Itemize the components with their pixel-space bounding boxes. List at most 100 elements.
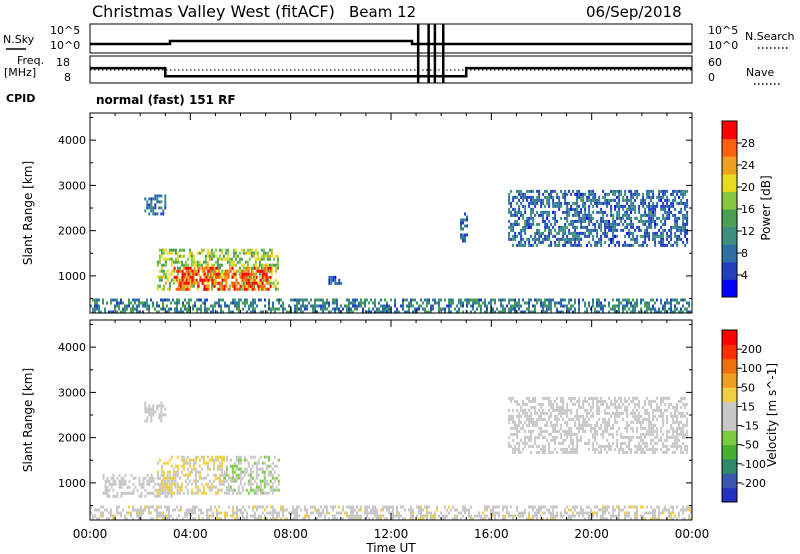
data-cell — [510, 222, 513, 226]
colorbar-swatch — [722, 279, 737, 298]
data-cell — [508, 435, 511, 439]
data-cell — [148, 310, 150, 314]
data-cell — [528, 298, 530, 302]
data-cell — [660, 231, 663, 235]
data-cell — [152, 491, 155, 495]
data-cell — [206, 272, 209, 276]
data-cell — [384, 505, 386, 509]
data-cell — [530, 189, 533, 193]
data-cell — [192, 263, 195, 267]
data-cell — [132, 491, 135, 495]
data-cell — [606, 420, 609, 424]
data-cell — [402, 301, 404, 305]
data-cell — [98, 298, 100, 302]
data-cell — [160, 307, 162, 311]
data-cell — [217, 287, 220, 291]
data-cell — [596, 304, 598, 308]
data-cell — [276, 263, 279, 267]
data-cell — [652, 195, 655, 199]
data-cell — [209, 272, 212, 276]
data-cell — [604, 508, 606, 512]
data-cell — [606, 505, 608, 509]
data-cell — [564, 304, 566, 308]
data-cell — [231, 464, 234, 468]
data-cell — [237, 455, 240, 459]
data-cell — [202, 455, 205, 459]
data-cell — [550, 310, 552, 314]
data-cell — [432, 514, 434, 518]
data-cell — [150, 491, 153, 495]
data-cell — [584, 210, 587, 214]
data-cell — [592, 192, 595, 196]
data-cell — [245, 458, 248, 462]
colorbar-swatch — [722, 416, 737, 431]
data-cell — [638, 310, 640, 314]
data-cell — [650, 423, 653, 427]
data-cell — [606, 426, 609, 430]
data-cell — [382, 307, 384, 311]
nsky-tick-bottom: 10^0 — [50, 39, 80, 52]
data-cell — [574, 228, 577, 232]
data-cell — [596, 219, 599, 223]
data-cell — [178, 508, 180, 512]
data-cell — [267, 482, 270, 486]
data-cell — [524, 228, 527, 232]
data-cell — [516, 219, 519, 223]
data-cell — [652, 219, 655, 223]
data-cell — [682, 441, 685, 445]
data-cell — [582, 192, 585, 196]
data-cell — [328, 511, 330, 515]
power-data — [90, 189, 692, 314]
data-cell — [510, 228, 513, 232]
data-cell — [670, 304, 672, 308]
data-cell — [110, 301, 112, 305]
data-cell — [510, 505, 512, 509]
data-cell — [227, 491, 230, 495]
data-cell — [596, 447, 599, 451]
data-cell — [510, 189, 513, 193]
data-cell — [636, 444, 639, 448]
data-cell — [526, 402, 529, 406]
data-cell — [233, 461, 236, 465]
data-cell — [236, 517, 238, 521]
data-cell — [552, 402, 555, 406]
data-cell — [532, 195, 535, 199]
data-cell — [110, 482, 113, 486]
data-cell — [596, 441, 599, 445]
date-label: 06/Sep/2018 — [586, 3, 682, 21]
data-cell — [166, 298, 168, 302]
data-cell — [558, 411, 561, 415]
data-cell — [178, 485, 181, 489]
data-cell — [231, 476, 234, 480]
data-cell — [235, 269, 238, 273]
data-cell — [142, 508, 144, 512]
data-cell — [490, 301, 492, 305]
data-cell — [598, 444, 601, 448]
data-cell — [608, 432, 611, 436]
data-cell — [219, 284, 222, 288]
data-cell — [372, 511, 374, 515]
data-cell — [582, 423, 585, 427]
data-cell — [626, 198, 629, 202]
data-cell — [630, 450, 633, 454]
data-cell — [400, 505, 402, 509]
data-cell — [302, 310, 304, 314]
data-cell — [183, 287, 186, 291]
data-cell — [144, 494, 147, 498]
data-cell — [648, 307, 650, 311]
data-cell — [240, 281, 243, 285]
data-cell — [662, 396, 665, 400]
data-cell — [284, 307, 286, 311]
data-cell — [622, 435, 625, 439]
data-cell — [518, 210, 521, 214]
data-cell — [658, 414, 661, 418]
data-cell — [188, 511, 190, 515]
data-cell — [604, 219, 607, 223]
data-cell — [606, 411, 609, 415]
nsearch-tick-top: 10^5 — [708, 24, 738, 37]
data-cell — [182, 458, 185, 462]
data-cell — [594, 225, 597, 229]
data-cell — [684, 243, 687, 247]
data-cell — [440, 298, 442, 302]
data-cell — [212, 263, 215, 267]
